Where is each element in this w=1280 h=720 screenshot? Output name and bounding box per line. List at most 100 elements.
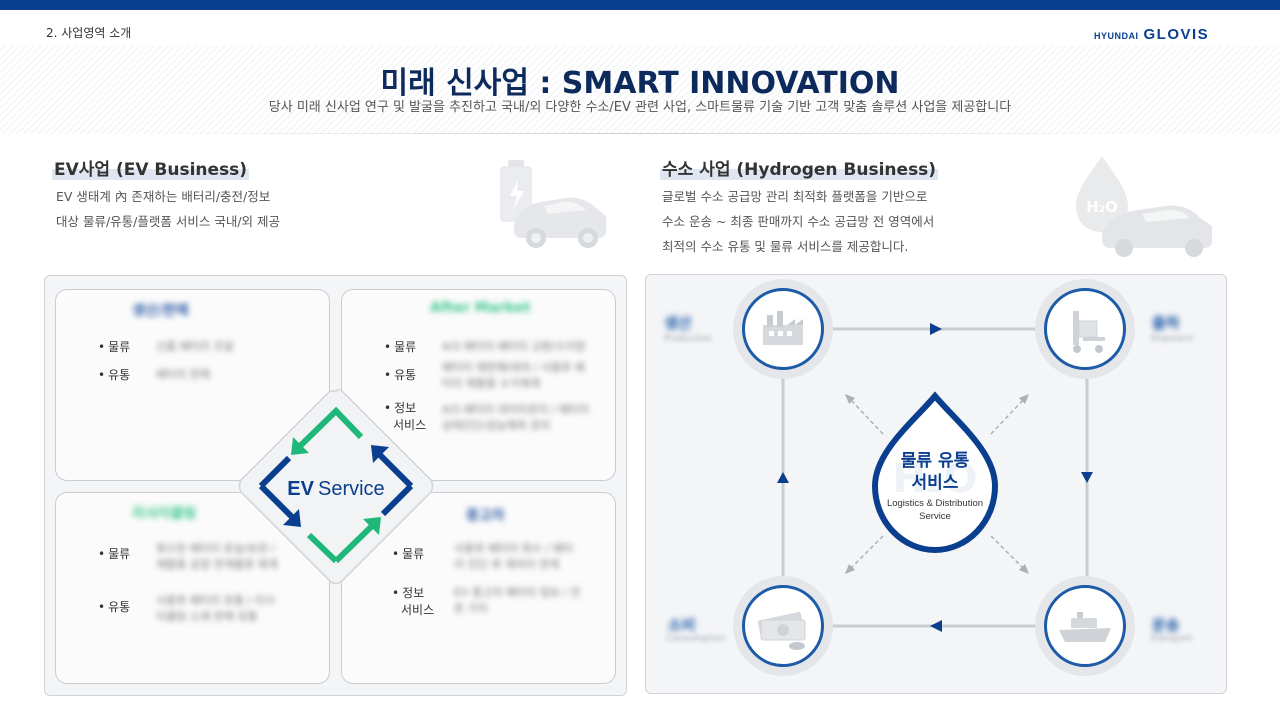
dash-arrowhead-bottom-left (845, 564, 855, 574)
ev-quad-aftermarket-detail-info: A/S 배터리 데이터관리 / 배터리 상태진단/성능예측 관리 (442, 403, 590, 432)
node-production (733, 279, 833, 379)
ev-quad-usedcar-detail-logistics: 사용후 배터리 회수 / 배터리 진단 후 재처리 연계 (454, 542, 573, 571)
hyundai-glovis-logo: HYUNDAI GLOVIS (1094, 26, 1209, 43)
center-title-line-2: 서비스 (911, 473, 959, 493)
logo-hyundai-text: HYUNDAI (1094, 31, 1139, 41)
ship-icon (1059, 612, 1111, 642)
ev-service-center-diamond: EV Service (238, 388, 434, 585)
node-consumption-sub: Consumption (666, 634, 726, 644)
flow-arrow-bottom (930, 620, 942, 632)
ev-green-line-bottom (306, 532, 339, 564)
hydrogen-center-subtitle: Logistics & Distribution Service (862, 497, 1008, 523)
top-brand-bar (0, 0, 1280, 10)
ev-blue-arrow-bottom-left (258, 483, 298, 523)
ev-quad-production-detail-distribution: 배터리 판매 (156, 368, 211, 381)
row-label: 물류 (402, 547, 425, 561)
node-consumption-label: 소비 (668, 616, 696, 634)
header-divider (140, 133, 1140, 134)
row-label-2: 서비스 (401, 603, 435, 617)
dash-arrowhead-top-left (845, 394, 855, 404)
center-title-line-1: 물류 유통 (900, 451, 970, 471)
ev-blue-arrowhead-bottom-left (283, 509, 301, 527)
hydrogen-flow-diagram: H₂O (777, 323, 1093, 632)
node-transport (1035, 576, 1135, 676)
ev-quad-title-after-market: After Market (430, 300, 531, 316)
page-subtitle: 당사 미래 신사업 연구 및 발굴을 추진하고 국내/외 다양한 수소/EV 관… (268, 100, 1012, 115)
node-transport-sub: Transport (1150, 634, 1193, 644)
row-label: 유통 (108, 368, 131, 382)
ev-quad-recycling-row-distribution: • 유통 (98, 600, 131, 614)
factory-icon (763, 311, 803, 345)
ev-quad-production-row-distribution: • 유통 (98, 368, 131, 382)
row-label: 정보 (394, 401, 417, 415)
dash-arrowhead-top-right (1019, 394, 1029, 404)
hydrogen-water-car-icon: H₂O (1076, 156, 1212, 257)
ev-quad-title-recycling: 리사이클링 (132, 506, 197, 522)
flow-arrow-top (930, 323, 942, 335)
ev-quad-aftermarket-detail-distribution: 배터리 재판매/대여 / 사용후 배터리 재활용 수거체계 (442, 361, 585, 390)
ev-quad-aftermarket-row-logistics: • 물류 (384, 340, 417, 354)
node-transport-label: 운송 (1152, 616, 1180, 634)
ev-quad-usedcar-row-logistics: • 물류 (392, 547, 425, 561)
ev-blue-arrowhead-top-right (371, 445, 389, 463)
ev-blue-line-left (258, 455, 292, 489)
row-label: 유통 (394, 368, 417, 382)
ev-quad-aftermarket-detail-logistics: A/S 배터리 배터리 교환/수리망 (442, 340, 586, 353)
ev-quad-recycling-detail-distribution: 사용후 배터리 유통 / 리사이클링 소재 판매 유통 (156, 594, 275, 623)
ev-quadrant-used-car: 중고차 • 물류 사용후 배터리 회수 / 배터리 진단 후 재처리 연계 • 정보… (341, 492, 616, 684)
money-icon (757, 612, 806, 650)
node-production-sub: Production (664, 334, 712, 344)
hydrogen-desc-line-1: 글로벌 수소 공급망 관리 최적화 플랫폼을 기반으로 (662, 189, 928, 204)
hydrogen-business-description: 글로벌 수소 공급망 관리 최적화 플랫폼을 기반으로 수소 운송 ~ 최종 판… (662, 184, 934, 259)
drop-watermark-text: H₂O (893, 456, 978, 502)
ev-green-arrowhead-top-left (291, 437, 309, 455)
ev-center-diamond-bg (238, 388, 434, 585)
flow-arrow-right (1081, 472, 1093, 483)
ev-quad-production-detail-logistics: 신품 배터리 조달 (156, 340, 234, 353)
hydrogen-business-title: 수소 사업 (Hydrogen Business) (660, 155, 939, 180)
node-consumption (733, 576, 833, 676)
page-title: 미래 신사업 : SMART INNOVATION (380, 66, 900, 101)
ev-blue-line-right (380, 483, 414, 517)
row-label: 정보 (402, 586, 425, 600)
ev-business-title: EV사업 (EV Business) (52, 155, 250, 180)
ev-green-arrow-top-left (294, 406, 341, 452)
node-shipment-circle (1044, 288, 1126, 370)
ev-quad-production-row-logistics: • 물류 (98, 340, 131, 354)
ev-green-arrow-bottom-right (333, 522, 376, 564)
flow-arrow-left (777, 472, 789, 483)
node-transport-circle (1044, 585, 1126, 667)
ev-quad-title-used-car: 중고차 (466, 508, 505, 524)
ev-service-center-label: EV Service (287, 478, 384, 500)
center-en-line-2: Service (919, 511, 951, 522)
node-shipment (1035, 279, 1135, 379)
forklift-icon (1073, 311, 1105, 353)
logo-glovis-text: GLOVIS (1143, 26, 1210, 43)
node-shipment-sub: Shipment (1150, 334, 1194, 344)
node-production-circle (742, 288, 824, 370)
header-background (0, 46, 1280, 134)
ev-center-ev-text: EV (287, 478, 314, 500)
node-shipment-label: 출하 (1152, 314, 1180, 332)
node-consumption-circle (742, 585, 824, 667)
ev-desc-line-2: 대상 물류/유통/플랫폼 서비스 국내/외 제공 (56, 214, 281, 229)
row-label: 물류 (108, 547, 131, 561)
section-label: 2. 사업영역 소개 (46, 26, 132, 40)
ev-blue-arrow-top-right (374, 449, 414, 489)
ev-center-service-text: Service (318, 478, 385, 500)
ev-quad-title-production: 생산/판매 (132, 303, 189, 319)
ev-green-line-top (333, 408, 364, 440)
ev-quad-usedcar-row-info: • 정보 서비스 (392, 586, 435, 617)
ev-business-title-text: EV사업 (EV Business) (52, 155, 250, 180)
row-label-2: 서비스 (393, 418, 427, 432)
node-production-label: 생산 (664, 314, 692, 332)
hydrogen-business-title-text: 수소 사업 (Hydrogen Business) (660, 155, 939, 180)
dashed-connectors (848, 397, 1026, 571)
h2o-badge-text: H₂O (1086, 198, 1118, 216)
ev-quad-usedcar-detail-info: EV 중고차 배터리 정보 / 잔존 가치 (454, 586, 581, 615)
row-label: 물류 (394, 340, 417, 354)
ev-quad-recycling-detail-logistics: 회수된 배터리 운송/보관 / 재활용 공정 연계물류 체계 (156, 542, 278, 571)
ev-battery-car-icon (500, 160, 606, 248)
hydrogen-center-drop (871, 391, 999, 554)
ev-quad-aftermarket-row-info: • 정보 서비스 (384, 401, 427, 432)
